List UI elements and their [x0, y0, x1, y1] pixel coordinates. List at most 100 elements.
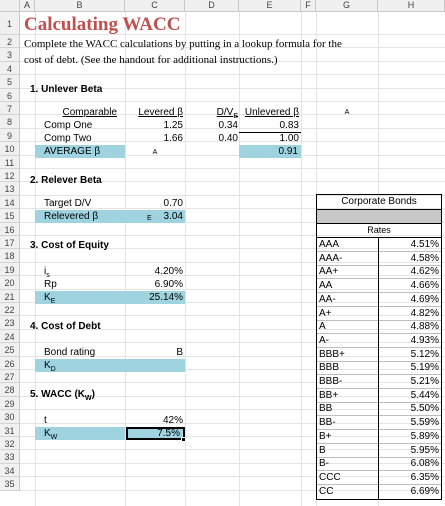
cost-of-debt-row[interactable]	[35, 359, 185, 372]
bond-rating-1[interactable]: AAA-	[319, 252, 343, 264]
cost-of-equity-value[interactable]: 25.14%	[149, 292, 183, 303]
wacc-value-selected[interactable]: 7.5%	[126, 427, 185, 440]
bond-rate-5[interactable]: 4.82%	[410, 307, 439, 319]
comp-one-name[interactable]: Comp One	[44, 120, 93, 131]
col-header-d[interactable]: D	[185, 0, 239, 12]
bond-rating-18[interactable]: CC	[319, 485, 334, 497]
bond-rate-11[interactable]: 5.44%	[410, 389, 439, 401]
row-header-29[interactable]: 29	[0, 396, 20, 411]
row-header-14[interactable]: 14	[0, 195, 20, 210]
row-header-26[interactable]: 26	[0, 356, 20, 370]
bond-rate-7[interactable]: 4.93%	[410, 334, 439, 346]
col-header-b[interactable]: B	[35, 0, 125, 12]
bond-rate-17[interactable]: 6.35%	[410, 471, 439, 483]
col-header-g[interactable]: G	[316, 0, 378, 12]
target-dv-value[interactable]: 0.70	[163, 198, 183, 209]
row-header-15[interactable]: 15	[0, 209, 20, 223]
bond-rating-15[interactable]: B	[319, 444, 326, 456]
row-header-13[interactable]: 13	[0, 182, 20, 196]
bond-rate-14[interactable]: 5.89%	[410, 430, 439, 442]
bond-rate-9[interactable]: 5.19%	[410, 362, 439, 374]
row-header-1[interactable]: 1	[0, 12, 20, 35]
bond-rate-15[interactable]: 5.95%	[410, 444, 439, 456]
bond-rate-8[interactable]: 5.12%	[410, 348, 439, 360]
row-header-34[interactable]: 34	[0, 463, 20, 478]
col-header-a[interactable]: A	[20, 0, 35, 12]
fill-handle[interactable]	[181, 437, 186, 442]
average-beta-value[interactable]: 0.91	[239, 145, 301, 158]
bond-rating-14[interactable]: B+	[319, 430, 332, 442]
row-header-33[interactable]: 33	[0, 450, 20, 464]
row-header-16[interactable]: 16	[0, 222, 20, 236]
comp-one-dv[interactable]: 0.34	[218, 120, 238, 131]
row-header-4[interactable]: 4	[0, 61, 20, 76]
relevered-beta-value[interactable]: 3.04	[163, 211, 183, 222]
row-header-22[interactable]: 22	[0, 303, 20, 317]
bond-rate-18[interactable]: 6.69%	[410, 485, 439, 497]
comp-one-unlevered[interactable]: 0.83	[279, 120, 299, 131]
bond-rate-2[interactable]: 4.62%	[410, 266, 439, 278]
comp-two-dv[interactable]: 0.40	[218, 133, 238, 144]
row-header-10[interactable]: 10	[0, 142, 20, 156]
row-header-24[interactable]: 24	[0, 329, 20, 344]
bond-rating-4[interactable]: AA-	[319, 293, 336, 305]
comp-two-unlevered[interactable]: 1.00	[279, 133, 299, 144]
bond-rating-17[interactable]: CCC	[319, 471, 341, 483]
bond-rating-8[interactable]: BBB+	[319, 348, 345, 360]
row-header-21[interactable]: 21	[0, 289, 20, 303]
bond-rating-3[interactable]: AA	[319, 280, 333, 292]
average-beta-label[interactable]: AVERAGE β	[35, 145, 125, 158]
bond-rating-value[interactable]: B	[176, 347, 183, 358]
row-header-32[interactable]: 32	[0, 437, 20, 451]
bond-rate-4[interactable]: 4.69%	[410, 293, 439, 305]
tax-rate-value[interactable]: 42%	[162, 415, 183, 426]
row-header-3[interactable]: 3	[0, 48, 20, 62]
bond-rate-16[interactable]: 6.08%	[410, 458, 439, 470]
riskfree-value[interactable]: 4.20%	[154, 266, 183, 277]
bond-rating-11[interactable]: BB+	[319, 389, 339, 401]
bond-rate-13[interactable]: 5.59%	[410, 417, 439, 429]
risk-premium-value[interactable]: 6.90%	[154, 279, 183, 290]
bond-rating-0[interactable]: AAA	[319, 239, 340, 250]
bond-rating-13[interactable]: BB-	[319, 417, 336, 429]
col-header-e[interactable]: E	[239, 0, 301, 12]
select-all-corner[interactable]	[0, 0, 20, 12]
row-header-9[interactable]: 9	[0, 128, 20, 143]
row-header-18[interactable]: 18	[0, 249, 20, 263]
comp-two-levered[interactable]: 1.66	[163, 133, 183, 144]
comp-two-name[interactable]: Comp Two	[44, 133, 92, 144]
bond-rating-9[interactable]: BBB	[319, 362, 340, 374]
row-header-11[interactable]: 11	[0, 155, 20, 169]
bond-rate-1[interactable]: 4.58%	[410, 252, 439, 264]
row-header-28[interactable]: 28	[0, 383, 20, 397]
row-header-6[interactable]: 6	[0, 88, 20, 102]
row-header-35[interactable]: 35	[0, 477, 20, 491]
bond-rating-6[interactable]: A	[319, 321, 326, 333]
bond-rating-16[interactable]: B-	[319, 458, 329, 470]
col-header-c[interactable]: C	[125, 0, 185, 12]
row-header-31[interactable]: 31	[0, 423, 20, 437]
row-header-20[interactable]: 20	[0, 276, 20, 290]
row-header-2[interactable]: 2	[0, 35, 20, 49]
comp-one-levered[interactable]: 1.25	[163, 120, 183, 131]
row-header-19[interactable]: 19	[0, 262, 20, 277]
row-header-27[interactable]: 27	[0, 370, 20, 384]
col-header-h[interactable]: H	[378, 0, 445, 12]
bond-rate-3[interactable]: 4.66%	[410, 280, 439, 292]
bond-rating-12[interactable]: BB	[319, 403, 333, 415]
row-header-17[interactable]: 17	[0, 236, 20, 250]
row-header-12[interactable]: 12	[0, 169, 20, 183]
bond-rating-2[interactable]: AA+	[319, 266, 339, 278]
col-header-f[interactable]: F	[301, 0, 316, 12]
bond-rating-7[interactable]: A-	[319, 334, 329, 346]
bond-rate-0[interactable]: 4.51%	[410, 239, 439, 250]
bond-rating-10[interactable]: BBB-	[319, 376, 343, 387]
row-header-30[interactable]: 30	[0, 410, 20, 424]
bond-rate-10[interactable]: 5.21%	[410, 376, 439, 387]
row-header-5[interactable]: 5	[0, 75, 20, 89]
row-header-25[interactable]: 25	[0, 343, 20, 357]
row-header-7[interactable]: 7	[0, 102, 20, 116]
row-header-8[interactable]: 8	[0, 115, 20, 129]
bond-rate-12[interactable]: 5.50%	[410, 403, 439, 415]
bond-rate-6[interactable]: 4.88%	[410, 321, 439, 333]
